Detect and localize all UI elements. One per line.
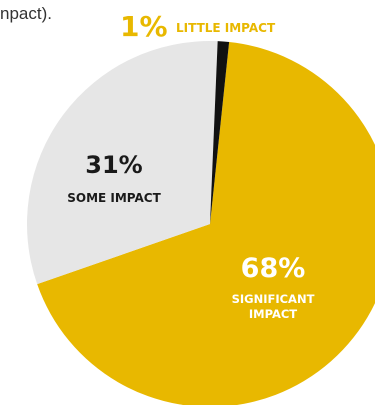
some-impact-value: 31% xyxy=(85,151,142,179)
significant-impact-category-line1: SIGNIFICANT xyxy=(232,292,315,306)
intro-text-fragment: npact). xyxy=(0,4,52,23)
significant-impact-value: 68% xyxy=(241,253,306,284)
some-impact-category: SOME IMPACT xyxy=(67,191,161,205)
little-impact-category: LITTLE IMPACT xyxy=(176,21,276,35)
pie-slice-some-impact xyxy=(27,41,218,285)
little-impact-value: 1% xyxy=(120,10,168,43)
pie-slices xyxy=(27,41,375,405)
significant-impact-category-line2: IMPACT xyxy=(249,307,297,321)
pie-slice-little-impact xyxy=(210,41,230,224)
pie-slice-significant-impact xyxy=(37,42,375,405)
